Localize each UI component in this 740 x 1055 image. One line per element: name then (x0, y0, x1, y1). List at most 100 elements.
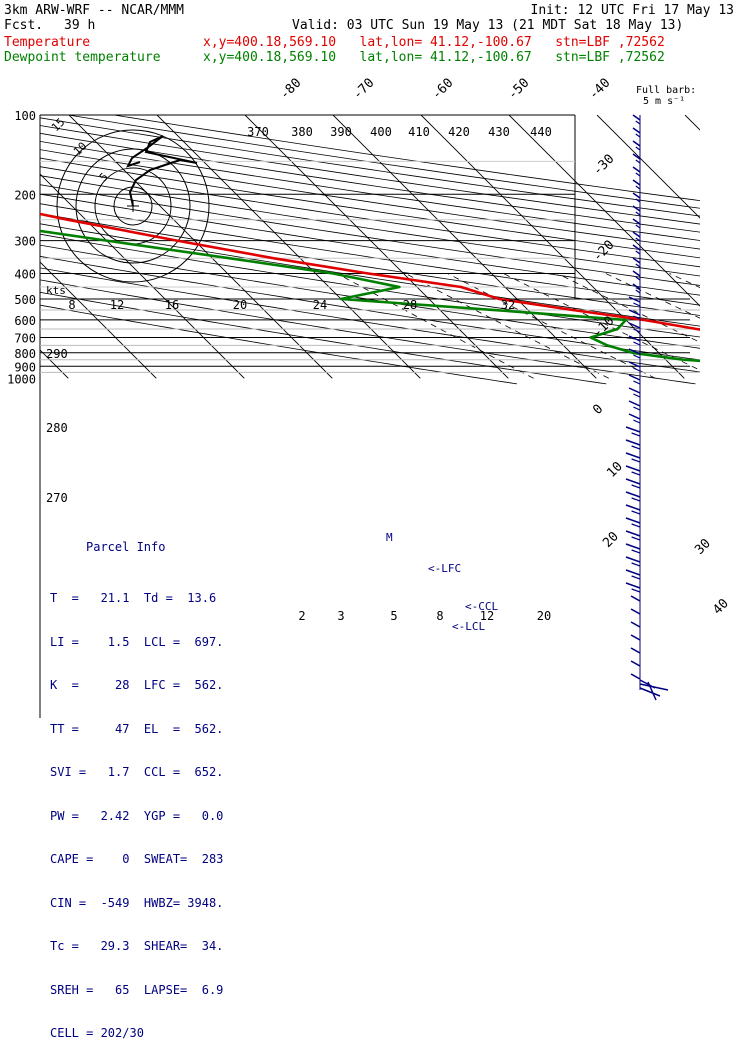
level-marker: M (386, 531, 393, 544)
pressure-label: 100 (14, 109, 36, 123)
parcel-row: K = 28 LFC = 562. (50, 678, 223, 693)
wind-barb (632, 576, 640, 579)
level-marker: <-LCL (452, 620, 485, 633)
parcel-row: SREH = 65 LAPSE= 6.9 (50, 983, 223, 998)
isotherm-label: -30 (590, 152, 617, 179)
wind-barb (626, 505, 640, 510)
wind-barb (632, 589, 640, 592)
isotherm-line (245, 115, 508, 378)
parcel-row: PW = 2.42 YGP = 0.0 (50, 809, 223, 824)
hodograph-trace (128, 136, 197, 206)
isotherm-label: 40 (710, 596, 732, 618)
wind-barb (633, 394, 640, 397)
pressure-label: 500 (14, 293, 36, 307)
wind-barb (633, 206, 640, 211)
dry-adiabat (0, 115, 740, 384)
wind-barb (636, 264, 640, 267)
wind-barb (629, 401, 640, 406)
isotherm-label: -40 (586, 76, 613, 103)
init-time: Init: 12 UTC Fri 17 May 13 (531, 3, 735, 18)
pressure-label: 1000 (7, 372, 36, 386)
wind-barb (636, 134, 640, 137)
theta-label: 290 (46, 347, 68, 361)
dry-adiabats (0, 115, 740, 384)
wind-barb (633, 180, 640, 185)
wind-barb (633, 141, 640, 146)
parcel-row: CELL = 202/30 (50, 1026, 223, 1041)
dry-adiabat (0, 115, 740, 384)
theta-label: 370 (247, 125, 269, 139)
wind-barb (632, 550, 640, 553)
wind-barb (626, 531, 640, 536)
wind-barb (633, 115, 640, 120)
parcel-row: CAPE = 0 SWEAT= 283 (50, 852, 223, 867)
mixing-ratio-label: 5 (390, 609, 397, 623)
isotherm-line (509, 115, 740, 378)
mixing-ratio-label: 8 (436, 609, 443, 623)
wind-barb (633, 355, 640, 358)
wind-barb (626, 583, 640, 588)
wind-barb (631, 661, 640, 666)
pressure-label: 600 (14, 314, 36, 328)
parcel-info-table: T = 21.1 Td = 13.6 LI = 1.5 LCL = 697. K… (50, 562, 223, 1055)
wind-barb (626, 544, 640, 549)
isotherm-label: 10 (604, 459, 626, 481)
wind-barb (636, 147, 640, 150)
wind-barb (636, 251, 640, 254)
isotherm-label: 30 (692, 536, 714, 558)
wind-barb (626, 570, 640, 575)
hodograph-speed-label: 16 (165, 298, 179, 312)
theta-label: 440 (530, 125, 552, 139)
wind-barb (626, 440, 640, 445)
wind-barb (631, 609, 640, 614)
wind-barb (632, 511, 640, 514)
hodograph-speed-label: 20 (233, 298, 247, 312)
dewpoint-location: x,y=400.18,569.10 lat,lon= 41.12,-100.67… (203, 50, 665, 65)
wind-barb (626, 479, 640, 484)
hodograph-speed-label: 32 (501, 298, 515, 312)
dry-adiabat (0, 115, 740, 384)
wind-barb (626, 466, 640, 471)
wind-barb (632, 563, 640, 566)
wind-barb (633, 128, 640, 133)
dry-adiabat (0, 115, 740, 384)
wind-barb (633, 271, 640, 276)
theta-label: 380 (291, 125, 313, 139)
dry-adiabat (0, 115, 740, 384)
model-title: 3km ARW-WRF -- NCAR/MMM (4, 3, 184, 18)
hodograph-speed-label: 12 (110, 298, 124, 312)
dry-adiabat (114, 115, 740, 384)
wind-barb (636, 173, 640, 176)
wind-barb (629, 414, 640, 419)
dry-adiabat (0, 115, 740, 384)
pressure-label: 400 (14, 268, 36, 282)
forecast-label: Fcst. (4, 18, 43, 33)
mixing-ratio-label: 2 (298, 609, 305, 623)
wind-barb-surface (640, 680, 668, 700)
level-marker: <-LFC (428, 562, 461, 575)
wind-barb (631, 648, 640, 653)
wind-barb (633, 420, 640, 423)
theta-label: 270 (46, 491, 68, 505)
wind-barb (626, 557, 640, 562)
theta-label: 400 (370, 125, 392, 139)
dry-adiabat (0, 115, 740, 384)
mixing-ratio-label: 3 (337, 609, 344, 623)
theta-label: 420 (448, 125, 470, 139)
pressure-label: 800 (14, 347, 36, 361)
parcel-info-title: Parcel Info (86, 540, 165, 555)
parcel-row: T = 21.1 Td = 13.6 (50, 591, 223, 606)
hodograph-speed-label: 28 (403, 298, 417, 312)
wind-barb (636, 121, 640, 124)
dry-adiabat (0, 115, 740, 384)
wind-barb (626, 492, 640, 497)
temperature-location: x,y=400.18,569.10 lat,lon= 41.12,-100.67… (203, 35, 665, 50)
wind-barb (633, 193, 640, 198)
pressure-label: 300 (14, 235, 36, 249)
barb-legend: Full barb: (636, 85, 696, 96)
dry-adiabat (0, 115, 740, 384)
isotherm-label: -20 (590, 238, 617, 265)
dry-adiabat (0, 115, 606, 384)
dry-adiabat (0, 115, 740, 384)
isotherm-line (157, 115, 420, 378)
